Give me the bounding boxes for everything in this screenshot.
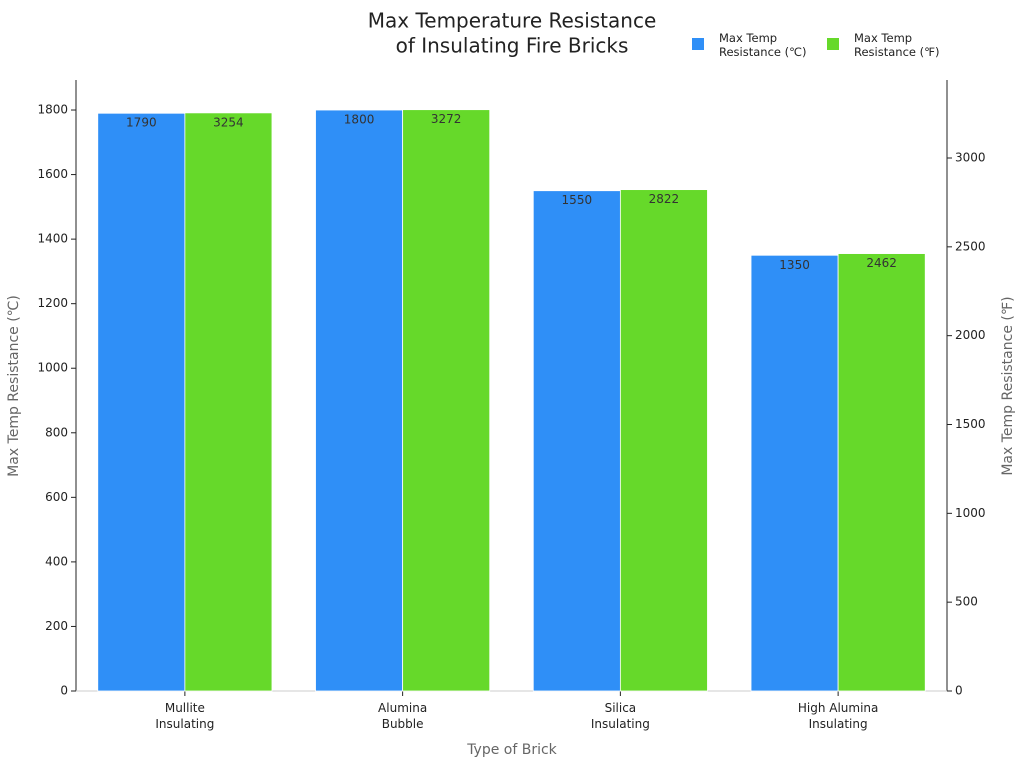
y-axis-label: Max Temp Resistance (℃) xyxy=(6,295,22,477)
x-axis-label: Type of Brick xyxy=(466,742,557,758)
legend-label: Max Temp Resistance (℃) xyxy=(719,31,807,59)
y-tick-label: 800 xyxy=(45,425,68,439)
y-tick-label: 400 xyxy=(45,554,68,568)
x-tick-label: High Alumina Insulating xyxy=(798,701,879,731)
y-tick-label: 1400 xyxy=(37,232,68,246)
y2-tick-label: 2000 xyxy=(955,328,986,342)
legend-label: Max Temp Resistance (℉) xyxy=(854,31,940,59)
y-tick-label: 1000 xyxy=(37,361,68,375)
bar xyxy=(315,109,404,692)
bar xyxy=(402,109,491,692)
y2-axis-label: Max Temp Resistance (℉) xyxy=(1000,296,1016,475)
y-tick-label: 1800 xyxy=(37,103,68,117)
legend-swatch xyxy=(692,38,704,50)
y2-tick-label: 3000 xyxy=(955,150,986,164)
y-tick-label: 0 xyxy=(60,684,68,698)
bar xyxy=(97,112,186,692)
value-label: 1350 xyxy=(779,258,810,272)
value-label: 1550 xyxy=(562,193,593,207)
value-label: 1800 xyxy=(344,113,375,127)
value-label: 3254 xyxy=(213,115,244,129)
x-tick-label: Mullite Insulating xyxy=(155,701,214,731)
bar xyxy=(837,253,926,692)
y2-tick-label: 2500 xyxy=(955,239,986,253)
y-tick-label: 600 xyxy=(45,490,68,504)
bar xyxy=(619,189,708,692)
y-tick-label: 200 xyxy=(45,619,68,633)
chart-title: Max Temperature Resistance of Insulating … xyxy=(368,8,657,57)
value-label: 1790 xyxy=(126,116,157,130)
legend-swatch xyxy=(827,38,839,50)
bar xyxy=(184,112,273,692)
y2-tick-label: 500 xyxy=(955,595,978,609)
y2-tick-label: 1500 xyxy=(955,417,986,431)
x-tick-label: Silica Insulating xyxy=(591,701,650,731)
bar xyxy=(750,254,839,692)
value-label: 3272 xyxy=(431,112,462,126)
y2-tick-label: 0 xyxy=(955,684,963,698)
value-label: 2462 xyxy=(866,256,897,270)
y-tick-label: 1600 xyxy=(37,167,68,181)
y-tick-label: 1200 xyxy=(37,296,68,310)
y2-tick-label: 1000 xyxy=(955,506,986,520)
value-label: 2822 xyxy=(649,192,680,206)
x-tick-label: Alumina Bubble xyxy=(378,701,427,731)
bar xyxy=(532,190,621,692)
